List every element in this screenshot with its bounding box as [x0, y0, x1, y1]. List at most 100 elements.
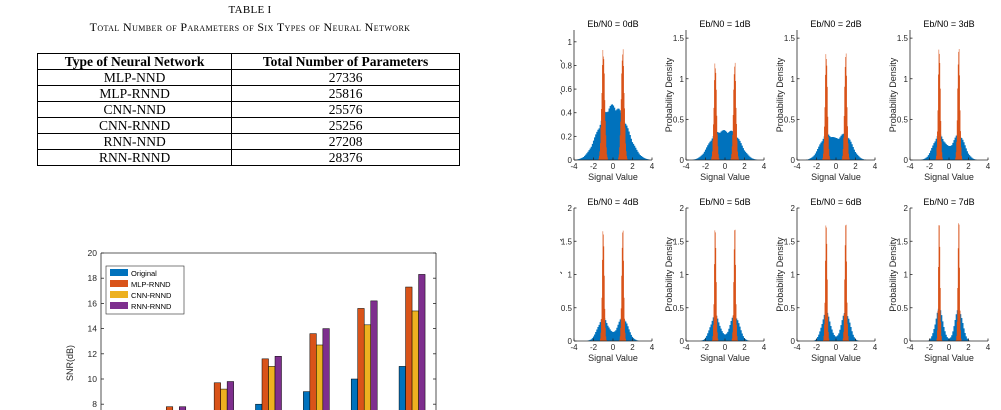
y-tick-label: 8	[92, 399, 97, 409]
histogram-bars-denoised	[936, 223, 962, 341]
y-tick-label: 1	[904, 75, 909, 84]
x-tick-label: 2	[966, 162, 971, 171]
x-tick-label: 2	[853, 162, 858, 171]
cell-parameter-count: 28376	[231, 149, 460, 166]
x-tick-label: -2	[813, 343, 821, 352]
x-tick-label: 2	[742, 343, 747, 352]
x-tick-label: -2	[702, 162, 710, 171]
histogram-bars-denoised	[600, 230, 626, 341]
y-tick-label: 0.5	[897, 304, 909, 313]
x-tick-label: 2	[853, 343, 858, 352]
x-tick-label: 2	[630, 162, 635, 171]
y-tick-label: 1	[791, 271, 796, 280]
y-tick-label: 0.5	[784, 304, 796, 313]
table-row: MLP-RNND 25816	[36, 85, 460, 102]
x-tick-label: 4	[986, 343, 991, 352]
bar-rnn-rnnd	[370, 300, 378, 410]
y-axis-label: Probability Density	[664, 237, 674, 312]
x-tick-label: 4	[762, 343, 767, 352]
histogram-panel: Eb/N0 = 3dB 0 0.5 1 1.5 -4 -2 0 2 4 Signal Value Pr…	[888, 19, 991, 182]
histogram-bars-denoised	[712, 229, 738, 341]
histogram-bars-received	[587, 317, 639, 341]
panel-title: Eb/N0 = 2dB	[810, 19, 861, 29]
panel-title: Eb/N0 = 1dB	[699, 19, 750, 29]
x-tick-label: -2	[813, 162, 821, 171]
histogram-bars-received	[921, 133, 977, 160]
y-tick-label: 0	[791, 156, 796, 165]
histogram-bars-denoised	[935, 48, 963, 161]
histogram-panel: Eb/N0 = 7dB 0 0.5 1 1.5 2 -4 -2 0 2 4 Signal Value P…	[888, 197, 991, 363]
y-axis-label: Probability Density	[888, 57, 898, 132]
legend-swatch	[110, 280, 128, 287]
histogram-bars-denoised	[710, 62, 740, 161]
cell-parameter-count: 25816	[231, 85, 460, 102]
y-axis-label: Probability Density	[560, 57, 562, 132]
bar-original	[350, 378, 358, 410]
x-tick-label: -4	[906, 162, 914, 171]
y-tick-label: 14	[88, 324, 98, 334]
histogram-bars-denoised	[823, 224, 849, 341]
histogram-panel: Eb/N0 = 6dB 0 0.5 1 1.5 2 -4 -2 0 2 4 Signal Value P…	[775, 197, 878, 363]
y-tick-label: 1.5	[673, 34, 685, 43]
histogram-panel: Eb/N0 = 5dB 0 0.5 1 1.5 2 -4 -2 0 2 4 Signal Value P…	[664, 197, 767, 363]
y-tick-label: 0.5	[673, 115, 685, 124]
table-label: TABLE I	[228, 4, 272, 16]
y-tick-label: 2	[904, 204, 909, 213]
y-tick-label: 1.5	[897, 237, 909, 246]
legend-swatch	[110, 302, 128, 309]
bar-cnn-rnnd	[411, 310, 419, 410]
panel-title: Eb/N0 = 3dB	[923, 19, 974, 29]
y-tick-label: 18	[88, 273, 98, 283]
cell-parameter-count: 27336	[231, 69, 460, 86]
bar-mlp-rnnd	[357, 308, 365, 410]
histogram-panel: Eb/N0 = 1dB 0 0.5 1 1.5 -4 -2 0 2 4 Signal Value Pr…	[664, 19, 767, 182]
x-tick-label: -4	[793, 343, 801, 352]
y-tick-label: 0.4	[561, 109, 573, 118]
panel-title: Eb/N0 = 6dB	[810, 197, 861, 207]
x-tick-label: 0	[947, 343, 952, 352]
bar-mlp-rnnd	[166, 406, 174, 410]
x-tick-label: 0	[611, 343, 616, 352]
x-tick-label: 2	[630, 343, 635, 352]
y-tick-label: 1	[904, 271, 909, 280]
x-tick-label: 0	[834, 343, 839, 352]
histogram-bars-received	[576, 104, 650, 160]
histogram-bars-received	[927, 307, 971, 341]
bar-rnn-rnnd	[322, 328, 330, 410]
x-tick-label: -4	[682, 162, 690, 171]
table-row: CNN-RNND 25256	[36, 117, 460, 134]
y-tick-label: 0	[904, 156, 909, 165]
histogram-panel: Eb/N0 = 0dB 0 0.2 0.4 0.6 0.8 1 -4 -2 0 2 4 Signal V…	[560, 19, 655, 182]
table-row: RNN-RNND 28376	[36, 149, 460, 166]
y-tick-label: 0	[680, 156, 685, 165]
table-row: CNN-NND 25576	[36, 101, 460, 118]
y-tick-label: 0	[568, 156, 573, 165]
cell-parameter-count: 27208	[231, 133, 460, 150]
x-tick-label: 4	[650, 162, 655, 171]
x-tick-label: -2	[926, 343, 934, 352]
bar-original	[303, 391, 311, 410]
histogram-bars-received	[700, 314, 750, 341]
x-tick-label: -4	[906, 343, 914, 352]
x-axis-label: Signal Value	[811, 353, 861, 363]
bar-rnn-rnnd	[418, 274, 426, 410]
y-tick-label: 20	[88, 248, 98, 258]
x-tick-label: 0	[947, 162, 952, 171]
y-tick-label: 2	[791, 204, 796, 213]
histogram-bars-received	[813, 311, 860, 341]
y-tick-label: 0	[791, 337, 796, 346]
bar-rnn-rnnd	[274, 356, 282, 410]
x-tick-label: 4	[873, 162, 878, 171]
y-tick-label: 0.8	[561, 61, 573, 70]
column-header-network-type: Type of Neural Network	[36, 53, 233, 70]
y-axis-label: SNR(dB)	[65, 345, 75, 381]
x-tick-label: 4	[986, 162, 991, 171]
legend-entry: Original	[131, 269, 157, 278]
x-tick-label: 2	[966, 343, 971, 352]
y-tick-label: 1.5	[897, 34, 909, 43]
y-tick-label: 16	[88, 298, 98, 308]
y-axis-label: Probability Density	[775, 237, 785, 312]
table-header-row: Type of Neural Network Total Number of P…	[36, 53, 460, 70]
table-caption: Total Number of Parameters of Six Types …	[89, 20, 411, 34]
x-axis-label: Signal Value	[588, 172, 638, 182]
